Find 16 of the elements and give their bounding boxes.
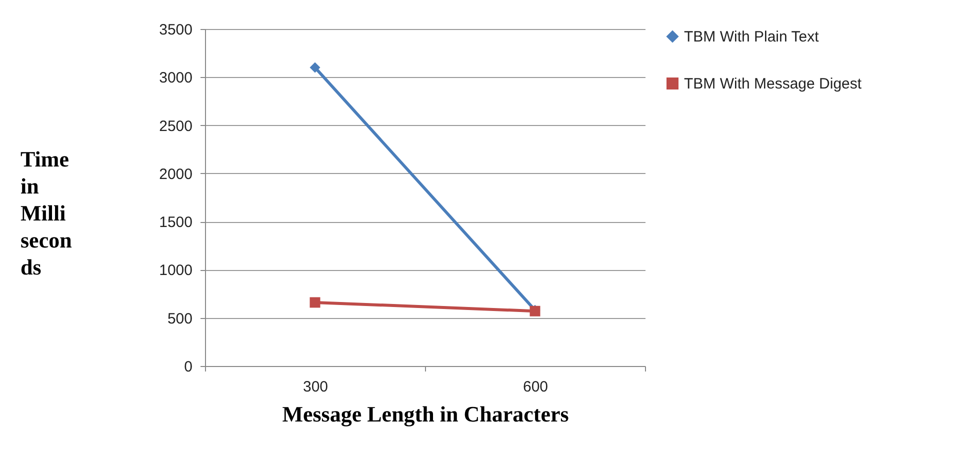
y-tick-label: 1500 bbox=[159, 214, 192, 232]
x-tick-label: 300 bbox=[302, 378, 328, 396]
legend-label: TBM With Message Digest bbox=[684, 76, 862, 92]
y-tick-label: 3500 bbox=[159, 22, 192, 38]
y-tick-label: 3000 bbox=[159, 70, 192, 87]
y-axis-title: Time in Milli seconds bbox=[20, 146, 72, 280]
y-tick-label: 500 bbox=[167, 310, 192, 328]
y-tick-label: 2000 bbox=[159, 166, 192, 183]
point bbox=[310, 62, 320, 73]
x-tick-label: 600 bbox=[522, 378, 548, 396]
legend-label: TBM With Plain Text bbox=[684, 28, 820, 46]
y-tick-label: 0 bbox=[184, 358, 192, 376]
x-axis-title: Message Length in Characters bbox=[282, 402, 570, 426]
y-tick-label: 2500 bbox=[159, 118, 192, 135]
point bbox=[310, 297, 320, 308]
y-tick-label: 1000 bbox=[159, 262, 192, 280]
